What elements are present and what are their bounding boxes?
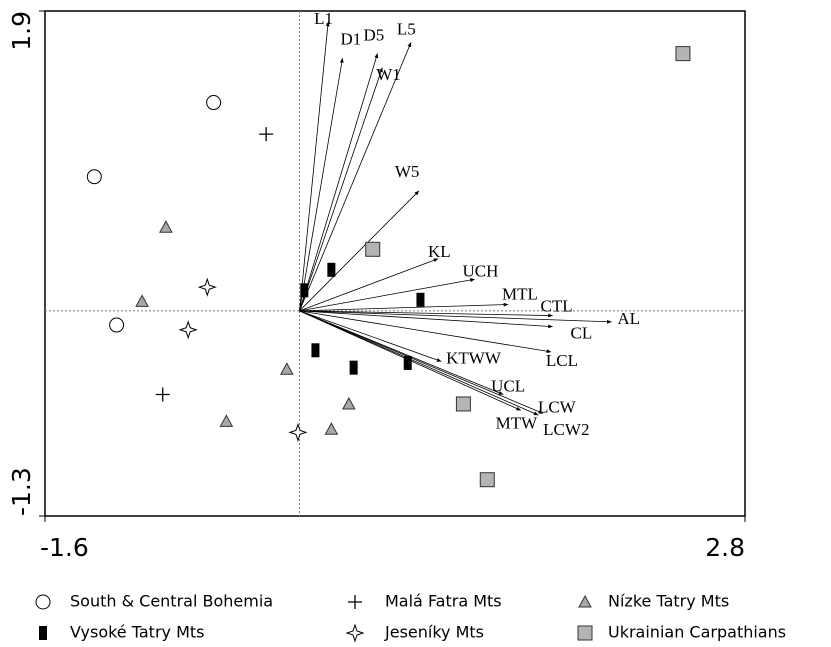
vector-label: D1 — [341, 29, 362, 48]
legend-label: Jeseníky Mts — [384, 623, 484, 642]
vector-arrow — [299, 67, 383, 311]
point — [479, 472, 495, 488]
vector-arrow — [299, 190, 420, 312]
point — [311, 343, 320, 358]
legend-label: Nízke Tatry Mts — [608, 592, 729, 611]
vector-arrow — [299, 278, 476, 312]
vector-label: LCW — [538, 397, 577, 416]
vector-arrow — [299, 302, 509, 312]
point — [135, 294, 149, 307]
vector-arrow — [299, 310, 539, 416]
vector-arrow — [299, 258, 439, 312]
point — [455, 396, 471, 412]
vector-label: UCL — [491, 376, 525, 395]
legend-label: Malá Fatra Mts — [385, 592, 502, 611]
point — [279, 362, 294, 375]
point — [288, 422, 308, 442]
point — [675, 46, 691, 62]
vector-label: L5 — [397, 20, 416, 39]
vector-label: AL — [617, 309, 640, 328]
vector-label: MTW — [496, 413, 539, 432]
vector-label: UCH — [463, 261, 499, 280]
point — [178, 320, 198, 340]
point — [206, 95, 222, 111]
point — [155, 387, 170, 402]
vector-label: CTL — [541, 297, 573, 316]
vector-arrow — [299, 21, 330, 311]
legend-marker — [345, 623, 365, 643]
point — [324, 422, 339, 435]
vector-arrow — [299, 310, 442, 362]
point — [86, 169, 102, 185]
vector-arrow — [299, 310, 552, 354]
legend-marker — [348, 595, 362, 609]
legend-marker — [577, 625, 593, 641]
y-tick-label: 1.9 — [7, 11, 36, 51]
legend-label: Ukrainian Carpathians — [608, 623, 786, 642]
legend-marker — [578, 594, 592, 608]
point — [403, 355, 412, 370]
point — [197, 277, 217, 297]
point — [219, 414, 234, 427]
vector-arrow — [299, 310, 612, 324]
legend-label: South & Central Bohemia — [70, 592, 273, 611]
legend-marker — [39, 626, 47, 640]
x-tick-label: -1.6 — [40, 533, 89, 562]
vector-label: W1 — [376, 65, 401, 84]
vector-label: KTWW — [446, 348, 502, 367]
vector-label: MTL — [502, 285, 538, 304]
vector-label: LCW2 — [543, 420, 589, 439]
x-tick-label: 2.8 — [705, 533, 745, 562]
point — [349, 360, 358, 375]
plot-frame — [44, 10, 746, 517]
y-tick-label: -1.3 — [7, 467, 36, 516]
vector-label: KL — [428, 242, 451, 261]
vector-arrow — [299, 42, 412, 311]
point — [342, 396, 356, 410]
point — [259, 127, 274, 142]
vector-arrow — [299, 53, 379, 311]
vector-arrow — [299, 310, 553, 318]
vector-arrow — [299, 310, 544, 414]
vector-label: D5 — [364, 26, 385, 45]
point — [365, 241, 381, 257]
vector-label: L1 — [314, 9, 333, 28]
point — [416, 292, 425, 307]
legend-marker — [35, 594, 51, 610]
legend-label: Vysoké Tatry Mts — [70, 623, 204, 642]
vector-label: CL — [571, 324, 593, 343]
vector-arrow — [299, 310, 553, 329]
vector-label: LCL — [546, 351, 578, 370]
vector-label: W5 — [395, 162, 420, 181]
vector-arrow — [299, 57, 344, 311]
point — [159, 220, 173, 233]
point — [109, 317, 125, 333]
point — [300, 283, 309, 298]
point — [327, 262, 336, 277]
